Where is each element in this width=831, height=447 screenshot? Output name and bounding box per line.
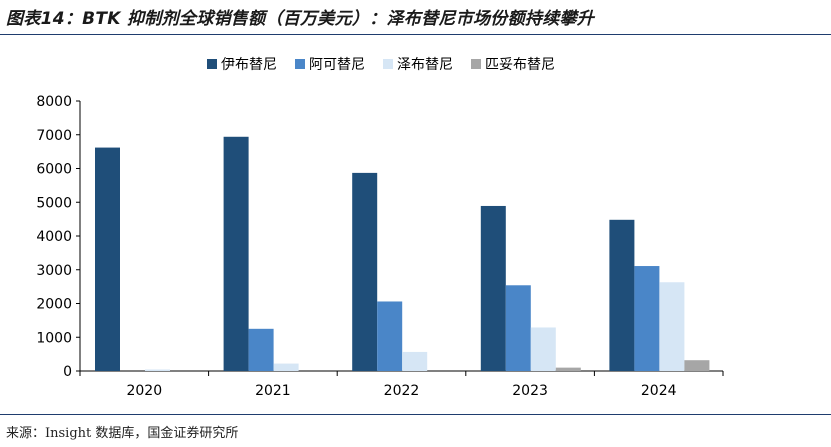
bars: [95, 136, 710, 371]
legend-label-2: 阿可替尼: [309, 57, 365, 73]
bar-2021-series-2: [248, 328, 274, 371]
x-tick-label-2022: 2022: [384, 383, 420, 399]
y-tick-label-1000: 1000: [36, 330, 72, 346]
y-tick-label-2000: 2000: [36, 297, 72, 313]
bar-2024-series-1: [609, 219, 635, 371]
bar-2024-series-2: [634, 266, 660, 371]
bar-2022-series-3: [402, 351, 428, 371]
source-divider: [0, 414, 831, 415]
legend-label-1: 伊布替尼: [221, 57, 277, 73]
bar-2021-series-3: [273, 363, 299, 371]
bar-2022-series-2: [377, 301, 403, 371]
bar-2020-series-3: [145, 369, 170, 371]
x-tick-label-2020: 2020: [126, 383, 162, 399]
y-axis: 0 1000 2000 3000 4000 5000 6000 7000 8000: [36, 94, 81, 380]
legend-swatch-1: [207, 59, 217, 69]
source-note: 来源：Insight 数据库，国金证券研究所: [6, 426, 239, 441]
bar-2024-series-4: [684, 360, 710, 371]
legend-label-4: 匹妥布替尼: [485, 57, 555, 73]
y-tick-label-7000: 7000: [36, 128, 72, 144]
y-tick-label-0: 0: [63, 364, 72, 380]
y-tick-label-8000: 8000: [36, 94, 72, 110]
bar-2023-series-3: [530, 327, 556, 371]
y-tick-label-6000: 6000: [36, 162, 72, 178]
bar-chart: 伊布替尼 阿可替尼 泽布替尼 匹妥布替尼 0 1000 2000 3000 4000 5000 6…: [36, 57, 724, 399]
bar-2020-series-1: [95, 147, 120, 371]
bar-2022-series-1: [352, 172, 378, 371]
bar-2023-series-4: [555, 367, 581, 371]
bar-2021-series-1: [223, 136, 249, 371]
x-tick-label-2021: 2021: [255, 383, 291, 399]
chart-title: 图表14：BTK 抑制剂全球销售额（百万美元）：泽布替尼市场份额持续攀升: [6, 9, 595, 29]
legend-swatch-2: [295, 59, 305, 69]
bar-2023-series-2: [505, 285, 531, 371]
x-tick-label-2023: 2023: [512, 383, 548, 399]
bar-2023-series-1: [480, 205, 506, 371]
y-tick-label-5000: 5000: [36, 195, 72, 211]
legend: 伊布替尼 阿可替尼 泽布替尼 匹妥布替尼: [207, 57, 555, 73]
x-axis: 2020 2021 2022 2023 2024: [79, 370, 724, 399]
legend-swatch-3: [383, 59, 393, 69]
bar-2024-series-3: [659, 282, 685, 371]
legend-label-3: 泽布替尼: [397, 57, 453, 73]
legend-swatch-4: [471, 59, 481, 69]
y-tick-label-4000: 4000: [36, 229, 72, 245]
y-tick-label-3000: 3000: [36, 263, 72, 279]
title-divider: [0, 34, 831, 35]
x-tick-label-2024: 2024: [641, 383, 677, 399]
